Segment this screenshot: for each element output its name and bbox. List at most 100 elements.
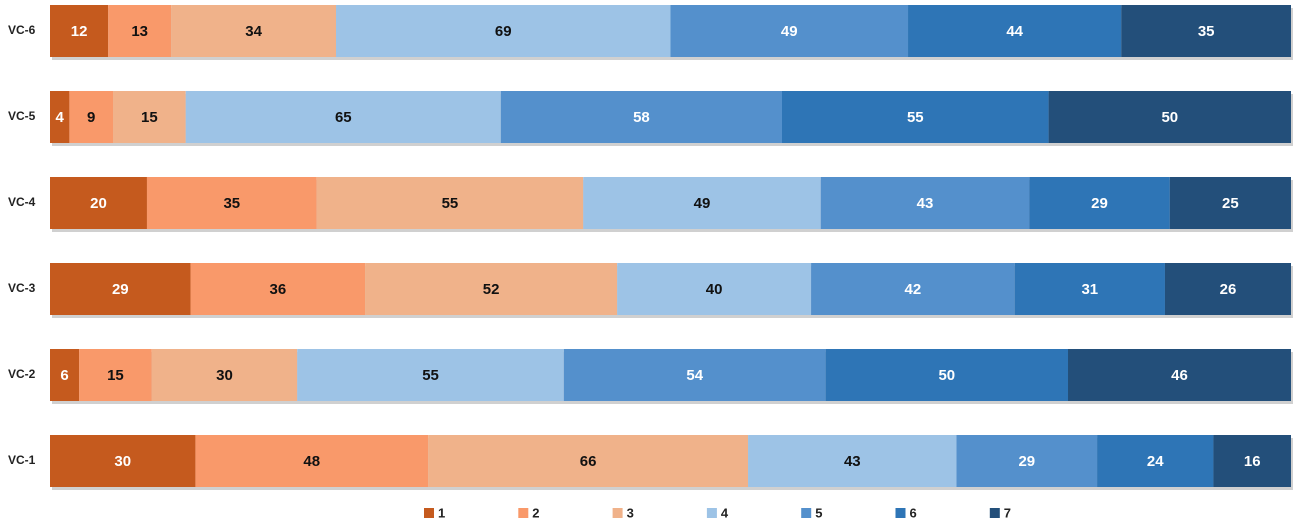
data-label: 26 bbox=[1220, 281, 1237, 298]
data-label: 55 bbox=[907, 109, 924, 126]
data-label: 16 bbox=[1244, 453, 1261, 470]
legend-label: 6 bbox=[910, 505, 917, 520]
legend-label: 5 bbox=[815, 505, 822, 520]
data-label: 65 bbox=[335, 109, 352, 126]
bar-segment bbox=[583, 177, 821, 229]
bar-segment bbox=[50, 435, 196, 487]
bar-segment bbox=[908, 5, 1122, 57]
data-label: 29 bbox=[112, 281, 129, 298]
bar-segment bbox=[185, 91, 501, 143]
bar-segment bbox=[563, 349, 826, 401]
bar-segment bbox=[1213, 435, 1291, 487]
bar-segment bbox=[1097, 435, 1214, 487]
data-label: 55 bbox=[442, 195, 459, 212]
legend-label: 7 bbox=[1004, 505, 1011, 520]
data-label: 34 bbox=[245, 23, 262, 40]
data-label: 25 bbox=[1222, 195, 1239, 212]
bar-segment bbox=[1121, 5, 1291, 57]
data-label: 35 bbox=[223, 195, 240, 212]
data-label: 43 bbox=[844, 453, 861, 470]
data-label: 66 bbox=[580, 453, 597, 470]
bar-segment bbox=[1029, 177, 1170, 229]
legend-swatch bbox=[801, 508, 812, 518]
bar-segment bbox=[820, 177, 1030, 229]
data-label: 46 bbox=[1171, 367, 1188, 384]
category-label: VC-6 bbox=[8, 23, 36, 37]
legend-swatch bbox=[706, 508, 717, 518]
data-label: 48 bbox=[303, 453, 320, 470]
data-label: 49 bbox=[781, 23, 798, 40]
data-label: 29 bbox=[1091, 195, 1108, 212]
data-label: 49 bbox=[694, 195, 711, 212]
legend-label: 3 bbox=[627, 505, 634, 520]
legend-swatch bbox=[895, 508, 906, 518]
bar-segment bbox=[297, 349, 564, 401]
category-label: VC-1 bbox=[8, 453, 36, 467]
data-label: 15 bbox=[107, 367, 124, 384]
data-label: 43 bbox=[917, 195, 934, 212]
data-label: 30 bbox=[114, 453, 131, 470]
data-label: 55 bbox=[422, 367, 439, 384]
bar-segment bbox=[195, 435, 429, 487]
data-label: 6 bbox=[60, 367, 68, 384]
data-label: 50 bbox=[938, 367, 955, 384]
bar-segment bbox=[316, 177, 584, 229]
legend-label: 4 bbox=[721, 505, 729, 520]
bar-segment bbox=[428, 435, 749, 487]
bar-segment bbox=[1014, 263, 1165, 315]
bar-segment bbox=[956, 435, 1098, 487]
data-label: 12 bbox=[71, 23, 88, 40]
data-label: 20 bbox=[90, 195, 107, 212]
bar-segment bbox=[1048, 91, 1291, 143]
bar-segment bbox=[151, 349, 298, 401]
data-label: 50 bbox=[1161, 109, 1178, 126]
bar-segment bbox=[50, 263, 191, 315]
bar-segment bbox=[336, 5, 671, 57]
legend-label: 2 bbox=[532, 505, 539, 520]
bar-segment bbox=[50, 5, 109, 57]
legend-swatch bbox=[424, 508, 434, 518]
bar-segment bbox=[190, 263, 366, 315]
legend-swatch bbox=[518, 508, 529, 518]
data-label: 15 bbox=[141, 109, 158, 126]
data-label: 42 bbox=[905, 281, 922, 298]
legend-label: 1 bbox=[438, 505, 445, 520]
data-label: 58 bbox=[633, 109, 650, 126]
legend-swatch bbox=[989, 508, 1000, 518]
data-label: 44 bbox=[1006, 23, 1023, 40]
bar-segment bbox=[108, 5, 172, 57]
bar-segment bbox=[748, 435, 957, 487]
bar-segment bbox=[1068, 349, 1291, 401]
bar-segment bbox=[1164, 263, 1291, 315]
bar-segment bbox=[811, 263, 1015, 315]
data-label: 54 bbox=[686, 367, 703, 384]
data-label: 13 bbox=[131, 23, 148, 40]
data-label: 24 bbox=[1147, 453, 1164, 470]
bar-segment bbox=[781, 91, 1049, 143]
bar-segment bbox=[113, 91, 186, 143]
bar-segment bbox=[171, 5, 337, 57]
bar-segment bbox=[50, 349, 80, 401]
category-label: VC-2 bbox=[8, 367, 36, 381]
bar-segment bbox=[670, 5, 909, 57]
bar-segment bbox=[825, 349, 1069, 401]
data-label: 30 bbox=[216, 367, 233, 384]
bar-segment bbox=[617, 263, 812, 315]
bar-segment bbox=[79, 349, 152, 401]
bar-segment bbox=[69, 91, 114, 143]
data-label: 69 bbox=[495, 23, 512, 40]
bar-segment bbox=[1169, 177, 1291, 229]
category-label: VC-5 bbox=[8, 109, 36, 123]
legend-swatch bbox=[612, 508, 623, 518]
data-label: 35 bbox=[1198, 23, 1215, 40]
bar-segment bbox=[365, 263, 618, 315]
data-label: 40 bbox=[706, 281, 723, 298]
data-label: 36 bbox=[269, 281, 286, 298]
bar-segment bbox=[50, 91, 70, 143]
data-label: 52 bbox=[483, 281, 500, 298]
bar-segment bbox=[146, 177, 317, 229]
bar-segment bbox=[50, 177, 147, 229]
category-label: VC-4 bbox=[8, 195, 36, 209]
data-label: 29 bbox=[1018, 453, 1035, 470]
